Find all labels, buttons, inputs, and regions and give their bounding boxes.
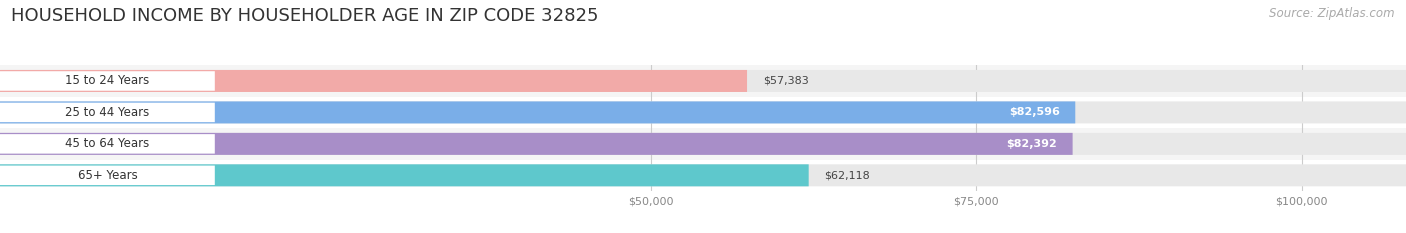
Text: Source: ZipAtlas.com: Source: ZipAtlas.com [1270,7,1395,20]
Text: 65+ Years: 65+ Years [77,169,138,182]
FancyBboxPatch shape [0,164,808,186]
Bar [0,160,1406,191]
Text: $62,118: $62,118 [824,170,870,180]
FancyBboxPatch shape [0,101,1406,123]
FancyBboxPatch shape [0,103,215,122]
FancyBboxPatch shape [0,71,215,91]
FancyBboxPatch shape [0,101,1076,123]
FancyBboxPatch shape [0,164,1406,186]
Bar [0,65,1406,97]
FancyBboxPatch shape [0,133,1406,155]
FancyBboxPatch shape [0,70,747,92]
Text: $57,383: $57,383 [762,76,808,86]
Text: 25 to 44 Years: 25 to 44 Years [65,106,149,119]
FancyBboxPatch shape [0,70,1406,92]
FancyBboxPatch shape [0,133,1073,155]
Text: 15 to 24 Years: 15 to 24 Years [65,75,149,87]
Text: $82,596: $82,596 [1008,107,1060,117]
Text: HOUSEHOLD INCOME BY HOUSEHOLDER AGE IN ZIP CODE 32825: HOUSEHOLD INCOME BY HOUSEHOLDER AGE IN Z… [11,7,599,25]
FancyBboxPatch shape [0,134,215,154]
FancyBboxPatch shape [0,166,215,185]
Text: $82,392: $82,392 [1007,139,1057,149]
Bar [0,128,1406,160]
Text: 45 to 64 Years: 45 to 64 Years [65,137,149,150]
Bar [0,97,1406,128]
